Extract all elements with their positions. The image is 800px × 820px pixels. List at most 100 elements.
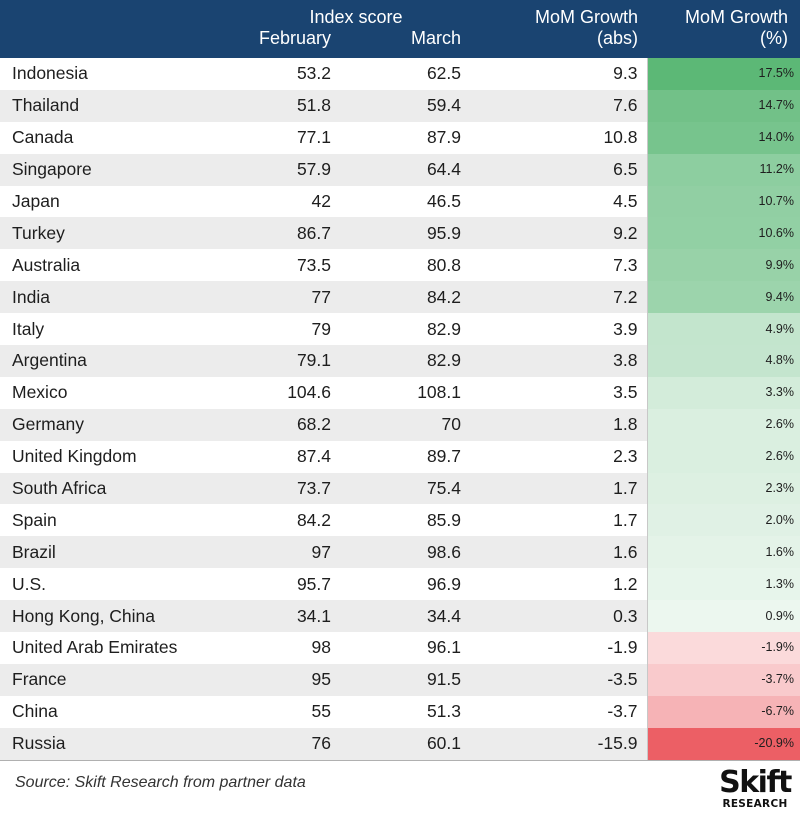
- growth-table: Index score MoM Growth MoM Growth Februa…: [0, 0, 800, 761]
- table-row: Singapore 57.9 64.4 6.5 11.2%: [0, 153, 800, 186]
- february-cell: 84.2: [225, 504, 339, 537]
- february-cell: 79: [225, 313, 339, 346]
- skift-research-logo: Skift RESEARCH: [716, 765, 794, 811]
- mom-abs-cell: 3.8: [469, 345, 647, 377]
- mom-abs-cell: -3.5: [469, 663, 647, 696]
- mom-pct-cell: 9.4%: [646, 281, 800, 314]
- march-cell: 82.9: [339, 313, 469, 346]
- mom-abs-cell: -1.9: [469, 632, 647, 664]
- table-row: Japan 42 46.5 4.5 10.7%: [0, 185, 800, 218]
- table-row: Hong Kong, China 34.1 34.4 0.3 0.9%: [0, 600, 800, 633]
- country-cell: France: [0, 663, 225, 696]
- country-cell: Australia: [0, 249, 225, 282]
- february-cell: 97: [225, 536, 339, 569]
- mom-abs-cell: 9.2: [469, 217, 647, 250]
- march-cell: 96.1: [339, 632, 469, 664]
- march-cell: 85.9: [339, 504, 469, 537]
- country-cell: Turkey: [0, 217, 225, 250]
- country-cell: China: [0, 695, 225, 728]
- country-cell: United Arab Emirates: [0, 632, 225, 664]
- mom-pct-cell: -20.9%: [646, 727, 800, 761]
- march-cell: 89.7: [339, 440, 469, 473]
- mom-pct-cell: 0.9%: [646, 600, 800, 633]
- header-index-score: Index score: [225, 0, 469, 27]
- mom-pct-cell: 9.9%: [646, 249, 800, 282]
- country-cell: United Kingdom: [0, 440, 225, 473]
- february-cell: 55: [225, 695, 339, 728]
- february-cell: 51.8: [225, 89, 339, 122]
- header-mom-pct-line2: (%): [647, 27, 800, 58]
- header-february: February: [225, 27, 339, 58]
- country-cell: Russia: [0, 727, 225, 761]
- march-cell: 98.6: [339, 536, 469, 569]
- mom-abs-cell: 7.6: [469, 89, 647, 122]
- country-cell: Japan: [0, 185, 225, 218]
- mom-abs-cell: 1.6: [469, 536, 647, 569]
- mom-pct-cell: 4.9%: [646, 313, 800, 346]
- table-row: Russia 76 60.1 -15.9 -20.9%: [0, 727, 800, 761]
- march-cell: 87.9: [339, 121, 469, 154]
- mom-pct-cell: 11.2%: [646, 153, 800, 186]
- march-cell: 95.9: [339, 217, 469, 250]
- mom-abs-cell: -3.7: [469, 695, 647, 728]
- mom-pct-cell: 3.3%: [646, 376, 800, 409]
- mom-pct-cell: 10.6%: [646, 217, 800, 250]
- february-cell: 53.2: [225, 58, 339, 90]
- march-cell: 75.4: [339, 472, 469, 505]
- mom-pct-cell: 1.6%: [646, 536, 800, 569]
- mom-pct-cell: 17.5%: [646, 58, 800, 90]
- table-body: Indonesia 53.2 62.5 9.3 17.5% Thailand 51.8 59.…: [0, 58, 800, 761]
- table-row: Argentina 79.1 82.9 3.8 4.8%: [0, 345, 800, 377]
- table-row: Italy 79 82.9 3.9 4.9%: [0, 313, 800, 346]
- mom-pct-cell: 1.3%: [646, 568, 800, 601]
- march-cell: 84.2: [339, 281, 469, 314]
- table-row: Germany 68.2 70 1.8 2.6%: [0, 408, 800, 441]
- march-cell: 80.8: [339, 249, 469, 282]
- country-cell: Canada: [0, 121, 225, 154]
- table-row: China 55 51.3 -3.7 -6.7%: [0, 695, 800, 728]
- country-cell: U.S.: [0, 568, 225, 601]
- mom-abs-cell: 10.8: [469, 121, 647, 154]
- february-cell: 104.6: [225, 376, 339, 409]
- february-cell: 87.4: [225, 440, 339, 473]
- country-cell: Italy: [0, 313, 225, 346]
- mom-abs-cell: 4.5: [469, 185, 647, 218]
- march-cell: 64.4: [339, 153, 469, 186]
- mom-abs-cell: -15.9: [469, 727, 647, 761]
- mom-pct-cell: 14.0%: [646, 121, 800, 154]
- country-cell: Argentina: [0, 345, 225, 377]
- february-cell: 86.7: [225, 217, 339, 250]
- table-row: United Kingdom 87.4 89.7 2.3 2.6%: [0, 440, 800, 473]
- mom-abs-cell: 3.9: [469, 313, 647, 346]
- logo-wordmark: Skift: [719, 765, 792, 800]
- mom-abs-cell: 1.8: [469, 408, 647, 441]
- mom-pct-cell: 2.0%: [646, 504, 800, 537]
- march-cell: 60.1: [339, 727, 469, 761]
- february-cell: 73.5: [225, 249, 339, 282]
- february-cell: 73.7: [225, 472, 339, 505]
- header-mom-pct-line1: MoM Growth: [647, 0, 800, 27]
- country-cell: Germany: [0, 408, 225, 441]
- march-cell: 62.5: [339, 58, 469, 90]
- table-row: Spain 84.2 85.9 1.7 2.0%: [0, 504, 800, 537]
- mom-abs-cell: 1.7: [469, 504, 647, 537]
- header-corner: [0, 0, 225, 27]
- march-cell: 91.5: [339, 663, 469, 696]
- country-cell: Hong Kong, China: [0, 600, 225, 633]
- table-row: U.S. 95.7 96.9 1.2 1.3%: [0, 568, 800, 601]
- table-row: Australia 73.5 80.8 7.3 9.9%: [0, 249, 800, 282]
- table-row: Turkey 86.7 95.9 9.2 10.6%: [0, 217, 800, 250]
- february-cell: 57.9: [225, 153, 339, 186]
- mom-pct-cell: -1.9%: [646, 632, 800, 664]
- header-march: March: [339, 27, 469, 58]
- mom-pct-cell: 2.6%: [646, 440, 800, 473]
- mom-pct-cell: 2.6%: [646, 408, 800, 441]
- header-mom-abs-line1: MoM Growth: [469, 0, 647, 27]
- march-cell: 46.5: [339, 185, 469, 218]
- table-row: Brazil 97 98.6 1.6 1.6%: [0, 536, 800, 569]
- country-cell: Indonesia: [0, 58, 225, 90]
- mom-abs-cell: 1.2: [469, 568, 647, 601]
- february-cell: 98: [225, 632, 339, 664]
- february-cell: 42: [225, 185, 339, 218]
- table-header: Index score MoM Growth MoM Growth Februa…: [0, 0, 800, 58]
